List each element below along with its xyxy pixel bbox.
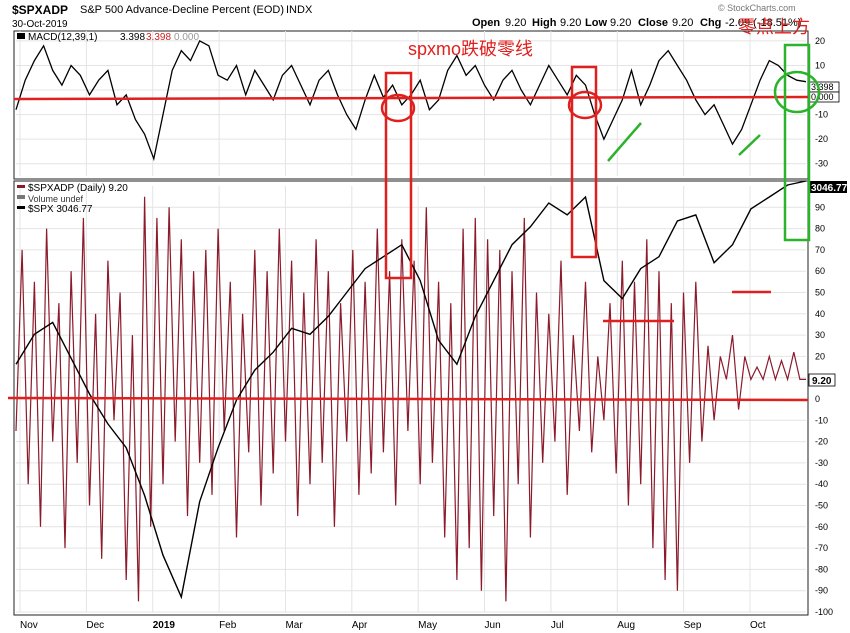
watermark: © StockCharts.com — [718, 3, 796, 13]
x-axis-label: May — [418, 620, 437, 631]
ad-line — [15, 196, 806, 602]
chg-value: -2.09 (-18.51%) — [725, 17, 801, 29]
main-y-tick: 90 — [815, 202, 825, 212]
close-value: 9.20 — [672, 17, 693, 29]
may-highlight-circle — [380, 93, 416, 123]
macd-y-tick: -30 — [815, 159, 828, 169]
spx-legend-label: $SPX 3046.77 — [28, 204, 93, 215]
low-value: 9.20 — [610, 17, 631, 29]
annotations: spxmo跌破零线 零点上方 — [7, 17, 821, 402]
macd-y-tick: -20 — [815, 134, 828, 144]
main-y-tick: -80 — [815, 564, 828, 574]
main-y-tick: -40 — [815, 479, 828, 489]
main-y-tick: -90 — [815, 586, 828, 596]
x-axis-label: Apr — [352, 620, 368, 631]
may-highlight-box — [384, 71, 413, 280]
chart-exchange: INDX — [286, 4, 313, 16]
main-y-tick: -30 — [815, 458, 828, 468]
macd-legend-label: MACD(12,39,1) — [28, 32, 97, 43]
ad-tag-box — [808, 373, 836, 387]
axis-labels: 20100-10-20-309080706050403020100-10-20-… — [20, 36, 833, 631]
macd-legend-signal: 3.398 — [146, 32, 171, 43]
main-y-tick: 70 — [815, 245, 825, 255]
x-axis-label: Jun — [485, 620, 501, 631]
main-y-tick: -70 — [815, 543, 828, 553]
open-label: Open — [472, 17, 500, 29]
macd-y-tick: 10 — [815, 60, 825, 70]
macd-value-tags: 3.398 0.000 — [808, 81, 840, 103]
main-y-tick: 80 — [815, 224, 825, 234]
low-label: Low — [585, 17, 607, 29]
macd-legend: MACD(12,39,1) 3.398 3.398 0.000 — [17, 32, 199, 43]
volume-legend-label: Volume undef — [28, 194, 84, 204]
chart-symbol: $SPXADP — [12, 3, 68, 17]
main-y-tick: 30 — [815, 330, 825, 340]
main-y-tick: 50 — [815, 288, 825, 298]
chg-label: Chg — [700, 17, 721, 29]
ad-legend-label: $SPXADP (Daily) 9.20 — [28, 183, 128, 194]
spx-tag-value: 3046.77 — [811, 183, 848, 194]
spx-value-tag: 3046.77 — [809, 181, 848, 194]
x-axis-label: 2019 — [153, 620, 176, 631]
x-axis-label: Aug — [617, 620, 635, 631]
spx-tag-box — [809, 181, 847, 193]
ad-zero-markup-line — [7, 396, 809, 402]
signal-tag-value: 0.000 — [811, 92, 834, 102]
oct-divergence-line — [738, 134, 761, 156]
jul-highlight-box — [570, 65, 598, 259]
annotation-text-right: 零点上方 — [738, 17, 810, 37]
recent-highlight-box — [783, 43, 811, 242]
main-y-tick: -20 — [815, 437, 828, 447]
macd-tag-value: 3.398 — [811, 82, 834, 92]
ad-legend-swatch — [17, 185, 25, 188]
ad-value-tag: 9.20 — [808, 373, 836, 387]
main-y-tick: 60 — [815, 266, 825, 276]
x-axis-label: Oct — [750, 620, 766, 631]
volume-legend-swatch — [17, 195, 25, 199]
main-y-tick: 0 — [815, 394, 820, 404]
x-axis-label: Jul — [551, 620, 564, 631]
x-axis-label: Dec — [86, 620, 104, 631]
main-y-tick: -60 — [815, 522, 828, 532]
aug-divergence-line — [607, 122, 642, 162]
close-label: Close — [638, 17, 668, 29]
x-axis-label: Nov — [20, 620, 38, 631]
main-y-tick: -100 — [815, 607, 833, 617]
main-y-tick: 40 — [815, 309, 825, 319]
high-label: High — [532, 17, 557, 29]
x-axis-label: Sep — [684, 620, 702, 631]
chart-date: 30-Oct-2019 — [12, 19, 68, 30]
jul-highlight-circle — [567, 90, 603, 120]
open-value: 9.20 — [505, 17, 526, 29]
macd-legend-swatch — [17, 33, 25, 39]
main-legend: $SPXADP (Daily) 9.20 Volume undef $SPX 3… — [17, 183, 128, 215]
macd-legend-value: 3.398 — [120, 32, 145, 43]
x-axis-label: Mar — [285, 620, 303, 631]
high-value: 9.20 — [560, 17, 581, 29]
ohlc-readout: Open 9.20 High 9.20 Low 9.20 Close 9.20 … — [472, 17, 801, 29]
main-y-tick: -50 — [815, 501, 828, 511]
spx-legend-swatch — [17, 206, 25, 209]
macd-legend-hist: 0.000 — [174, 32, 199, 43]
recent-highlight-circle — [773, 70, 821, 114]
macd-y-tick: 20 — [815, 36, 825, 46]
main-y-tick: -10 — [815, 415, 828, 425]
chart-description: S&P 500 Advance-Decline Percent (EOD) — [80, 4, 284, 16]
x-axis-label: Feb — [219, 620, 237, 631]
macd-y-tick: -10 — [815, 110, 828, 120]
ad-tag-value: 9.20 — [812, 376, 832, 387]
main-y-tick: 20 — [815, 351, 825, 361]
annotation-text-mid: spxmo跌破零线 — [408, 39, 533, 59]
